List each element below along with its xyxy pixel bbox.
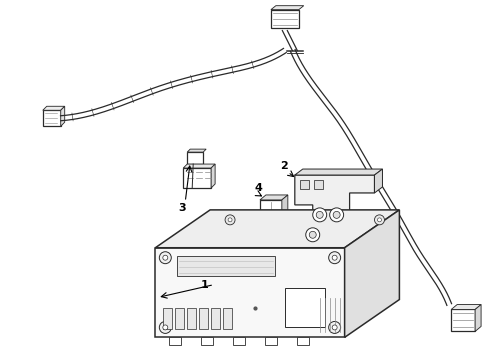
Polygon shape <box>265 337 277 345</box>
Circle shape <box>313 208 327 222</box>
Polygon shape <box>175 307 184 329</box>
Polygon shape <box>475 305 481 332</box>
Polygon shape <box>344 210 399 337</box>
Polygon shape <box>169 337 181 345</box>
Polygon shape <box>451 310 475 332</box>
Polygon shape <box>199 307 208 329</box>
Circle shape <box>163 325 168 330</box>
Polygon shape <box>285 288 325 328</box>
Circle shape <box>228 218 232 222</box>
Text: 2: 2 <box>280 161 288 171</box>
Polygon shape <box>297 337 309 345</box>
Polygon shape <box>260 195 288 200</box>
Circle shape <box>159 252 171 264</box>
Polygon shape <box>201 337 213 345</box>
Circle shape <box>306 228 319 242</box>
Circle shape <box>163 255 168 260</box>
Polygon shape <box>177 256 275 276</box>
Polygon shape <box>163 307 172 329</box>
Circle shape <box>374 215 385 225</box>
Polygon shape <box>295 169 383 175</box>
Circle shape <box>330 208 343 222</box>
Text: 1: 1 <box>200 280 208 289</box>
Polygon shape <box>187 149 206 152</box>
Polygon shape <box>300 180 309 189</box>
Polygon shape <box>187 152 203 164</box>
Polygon shape <box>282 195 288 220</box>
Circle shape <box>329 252 341 264</box>
Polygon shape <box>451 305 481 310</box>
Circle shape <box>333 211 340 219</box>
Text: 3: 3 <box>178 203 186 213</box>
Polygon shape <box>211 164 215 188</box>
Polygon shape <box>271 6 304 10</box>
Polygon shape <box>233 337 245 345</box>
Polygon shape <box>61 106 65 126</box>
Polygon shape <box>183 164 215 168</box>
Polygon shape <box>43 110 61 126</box>
Polygon shape <box>314 180 323 189</box>
Polygon shape <box>295 175 374 247</box>
Polygon shape <box>271 10 299 28</box>
Polygon shape <box>211 307 220 329</box>
Polygon shape <box>187 307 196 329</box>
Circle shape <box>329 321 341 333</box>
Polygon shape <box>223 307 232 329</box>
Circle shape <box>332 255 337 260</box>
Circle shape <box>332 325 337 330</box>
Circle shape <box>316 211 323 219</box>
Polygon shape <box>183 168 211 188</box>
Circle shape <box>159 321 171 333</box>
Text: 4: 4 <box>254 183 262 193</box>
Polygon shape <box>260 200 282 220</box>
Circle shape <box>225 215 235 225</box>
Polygon shape <box>43 106 65 110</box>
Polygon shape <box>300 217 312 233</box>
Circle shape <box>377 218 382 222</box>
Circle shape <box>309 231 316 238</box>
Polygon shape <box>155 248 344 337</box>
Polygon shape <box>374 169 383 193</box>
Polygon shape <box>155 210 399 248</box>
